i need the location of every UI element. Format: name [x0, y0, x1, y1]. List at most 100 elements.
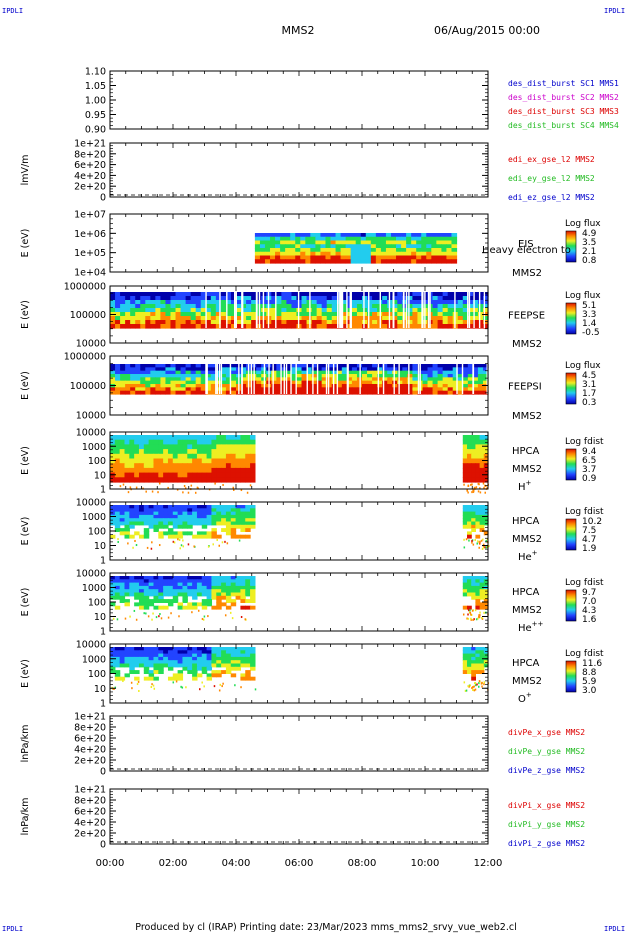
feeps-bin — [477, 384, 484, 388]
feeps-bin — [170, 380, 177, 385]
hpca-bin — [124, 463, 130, 469]
hpca-bin — [245, 505, 251, 509]
feeps-bin — [442, 292, 449, 297]
hpca-bin — [134, 663, 140, 668]
hpca-bin — [245, 676, 251, 681]
feeps-bin — [412, 390, 419, 395]
feeps-bin — [392, 312, 398, 317]
data-gap — [473, 292, 475, 328]
hpca-bin — [471, 467, 476, 474]
eis-bin — [370, 259, 377, 264]
data-gap — [337, 292, 339, 328]
feeps-bin — [341, 320, 348, 325]
feeps-bin — [140, 377, 146, 382]
feeps-bin — [331, 380, 338, 385]
feeps-bin — [331, 377, 338, 382]
hpca-bin — [216, 599, 222, 603]
hpca-bin — [475, 647, 481, 651]
feeps-bin — [145, 364, 151, 368]
feeps-bin — [185, 384, 192, 388]
hpca-bin — [475, 453, 481, 460]
legend-entry: des_dist_burst SC2 MMS2 — [508, 93, 619, 102]
feeps-bin — [115, 292, 121, 297]
eis-bin — [436, 236, 442, 242]
hpca-bin — [167, 579, 174, 584]
feeps-bin — [362, 367, 368, 372]
hpca-bin — [167, 528, 174, 532]
eis-bin — [270, 251, 276, 257]
hpca-speckle — [469, 684, 471, 687]
hpca-bin — [129, 463, 135, 469]
eis-bin — [360, 255, 367, 260]
hpca-bin — [211, 589, 217, 594]
feeps-bin — [316, 320, 323, 325]
hpca-bin — [192, 582, 198, 587]
feeps-bin — [185, 308, 192, 313]
feeps-bin — [281, 300, 287, 305]
feeps-bin — [286, 390, 293, 395]
hpca-bin — [158, 458, 164, 464]
colorbar-tick-label: 7.0 — [582, 597, 597, 607]
hpca-bin — [240, 605, 246, 610]
hpca-bin — [129, 518, 135, 523]
y-tick-label: 10000 — [76, 498, 106, 509]
hpca-bin — [114, 585, 121, 590]
hpca-bin — [230, 663, 237, 668]
feeps-bin — [220, 374, 227, 378]
eis-bin — [350, 248, 357, 253]
eis-bin — [259, 248, 266, 253]
feeps-bin — [291, 390, 298, 395]
feeps-bin — [377, 374, 383, 378]
hpca-speckle — [474, 538, 476, 541]
hpca-bin — [158, 463, 164, 469]
feeps-bin — [291, 367, 298, 372]
hpca-bin — [192, 511, 198, 516]
hpca-bin — [250, 582, 256, 587]
hpca-bin — [245, 508, 251, 513]
feeps-bin — [180, 370, 187, 375]
eis-bin — [396, 236, 402, 242]
hpca-speckle — [184, 487, 187, 490]
hpca-bin — [187, 592, 193, 597]
eis-bin — [380, 251, 387, 257]
y-tick-label: 1.00 — [85, 96, 106, 107]
feeps-bin — [442, 377, 449, 382]
feeps-bin — [397, 316, 403, 321]
feeps-bin — [110, 316, 116, 321]
feeps-bin — [387, 374, 393, 378]
hpca-bin — [124, 663, 130, 668]
hpca-bin — [201, 656, 208, 661]
feeps-bin — [286, 300, 293, 305]
hpca-bin — [187, 660, 193, 665]
feeps-bin — [276, 364, 282, 368]
feeps-bin — [170, 312, 177, 317]
hpca-bin — [134, 653, 140, 658]
hpca-speckle — [124, 617, 127, 620]
hpca-bin — [129, 444, 135, 450]
hpca-bin — [216, 653, 222, 658]
hpca-bin — [187, 518, 193, 523]
feeps-bin — [331, 316, 338, 321]
data-gap — [467, 292, 469, 328]
eis-bin — [401, 233, 407, 238]
eis-bin — [335, 233, 342, 238]
feeps-bin — [225, 308, 232, 313]
hpca-bin — [163, 472, 169, 478]
feeps-bin — [296, 384, 303, 388]
feeps-bin — [367, 374, 373, 378]
hpca-bin — [479, 660, 485, 665]
feeps-bin — [397, 384, 403, 388]
hpca-bin — [225, 663, 232, 668]
hpca-bin — [119, 467, 126, 474]
feeps-bin — [120, 316, 126, 321]
hpca-bin — [201, 453, 208, 460]
hpca-bin — [250, 449, 256, 455]
data-gap — [402, 292, 405, 328]
hpca-bin — [119, 660, 126, 665]
hpca-bin — [216, 439, 222, 445]
feeps-bin — [155, 367, 161, 372]
hpca-bin — [158, 467, 164, 474]
feeps-bin — [271, 380, 277, 385]
hpca-bin — [119, 511, 126, 516]
